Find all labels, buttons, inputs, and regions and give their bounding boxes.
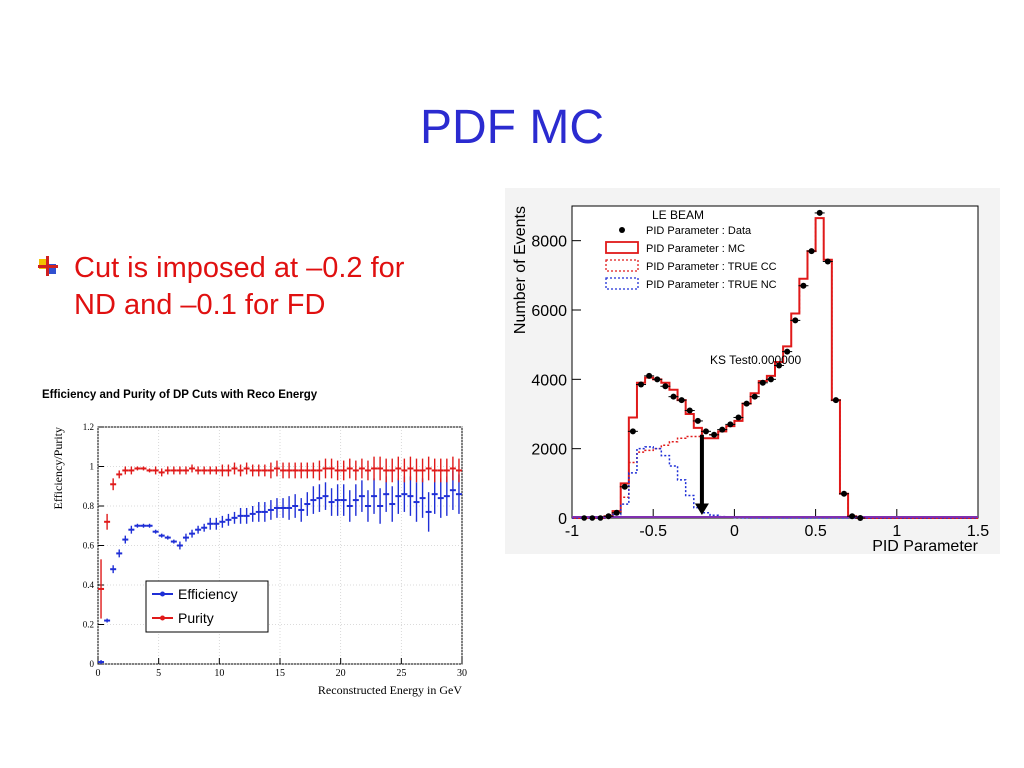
x-tick-label: -0.5 <box>639 523 667 540</box>
y-tick-label: 4000 <box>531 372 567 389</box>
data-point <box>759 379 766 386</box>
x-axis-label: Reconstructed Energy in GeV <box>318 683 462 697</box>
y-tick-label: 8000 <box>531 234 567 251</box>
x-tick-label: 1 <box>892 523 901 540</box>
data-point <box>832 397 839 404</box>
legend-marker <box>160 615 165 621</box>
series-purity <box>98 456 462 619</box>
data-point <box>621 483 628 490</box>
efficiency-purity-chart: Efficiency and Purity of DP Cuts with Re… <box>42 389 467 697</box>
data-point <box>841 490 848 497</box>
data-point <box>662 383 669 390</box>
data-point <box>857 515 864 521</box>
y-tick-label: 0 <box>90 659 95 669</box>
legend-swatch <box>605 259 639 272</box>
y-tick-label: 6000 <box>531 303 567 320</box>
y-tick-label: 0.8 <box>83 501 95 511</box>
x-tick-label: 30 <box>457 668 467 679</box>
legend-label: PID Parameter : Data <box>646 225 752 237</box>
data-point <box>702 428 709 435</box>
x-axis-label: PID Parameter <box>872 538 978 554</box>
x-tick-label: -1 <box>565 523 579 540</box>
x-tick-label: 25 <box>396 668 406 679</box>
data-point <box>686 407 693 414</box>
y-axis-label: Number of Events <box>512 206 529 334</box>
data-point <box>719 426 726 433</box>
cut-arrow-head <box>694 503 709 515</box>
x-tick-label: 0.5 <box>804 523 826 540</box>
legend-label: PID Parameter : MC <box>646 243 745 255</box>
data-point <box>711 431 718 438</box>
data-point <box>581 515 587 521</box>
data-point <box>849 513 856 520</box>
data-point <box>694 417 701 424</box>
legend-marker <box>619 227 625 233</box>
data-point <box>670 393 677 400</box>
data-point <box>735 414 742 421</box>
legend: Efficiency Purity <box>145 580 269 633</box>
legend-label: Purity <box>178 610 214 626</box>
data-point <box>776 362 783 369</box>
x-tick-label: 5 <box>156 668 161 679</box>
x-tick-label: 1.5 <box>967 523 989 540</box>
data-point <box>808 248 815 255</box>
x-tick-label: 20 <box>336 668 346 679</box>
chart-title: Efficiency and Purity of DP Cuts with Re… <box>42 389 318 401</box>
y-tick-label: 2000 <box>531 442 567 459</box>
data-point <box>792 317 799 324</box>
hist-true-nc <box>572 446 978 519</box>
legend-label: PID Parameter : TRUE NC <box>646 279 777 291</box>
legend-label: PID Parameter : TRUE CC <box>646 261 777 273</box>
data-point <box>767 376 774 383</box>
x-tick-label: 0 <box>96 668 101 679</box>
legend-swatch <box>605 277 639 290</box>
legend-box <box>145 580 269 633</box>
cross-bullet-icon <box>38 256 58 276</box>
y-tick-label: 1.2 <box>83 422 94 432</box>
data-point <box>597 515 604 521</box>
legend-marker <box>160 591 165 597</box>
data-point <box>605 513 612 520</box>
legend-label: Efficiency <box>178 586 238 602</box>
data-point <box>646 372 653 379</box>
data-point <box>784 348 791 355</box>
data-point <box>800 282 807 289</box>
y-tick-label: 0.2 <box>83 620 94 630</box>
data-point <box>613 509 620 516</box>
ks-annotation: KS Test0.000000 <box>710 353 802 367</box>
legend-swatch <box>605 241 639 254</box>
data-point <box>654 376 661 383</box>
y-tick-label: 0.6 <box>83 541 95 551</box>
data-point <box>824 258 831 265</box>
data-point <box>727 421 734 428</box>
chart-title: LE BEAM <box>652 208 704 222</box>
bullet-text: Cut is imposed at –0.2 for ND and –0.1 f… <box>74 252 405 321</box>
y-tick-label: 1 <box>90 462 95 472</box>
data-point <box>743 400 750 407</box>
data-point <box>678 397 685 404</box>
data-point <box>629 428 636 435</box>
data-point <box>751 393 758 400</box>
series-data <box>581 209 866 521</box>
data-point <box>589 515 596 521</box>
data-point <box>638 381 645 388</box>
y-tick-label: 0 <box>558 511 567 528</box>
x-tick-label: 15 <box>275 668 285 679</box>
y-axis-label: Efficiency/Purity <box>51 427 65 509</box>
x-tick-label: 0 <box>730 523 739 540</box>
slide-title: PDF MC <box>420 101 604 154</box>
x-tick-label: 10 <box>214 668 224 679</box>
y-tick-label: 0.4 <box>83 580 95 590</box>
legend: PID Parameter : Data PID Parameter : MC PI… <box>605 225 777 291</box>
data-point <box>816 209 823 216</box>
